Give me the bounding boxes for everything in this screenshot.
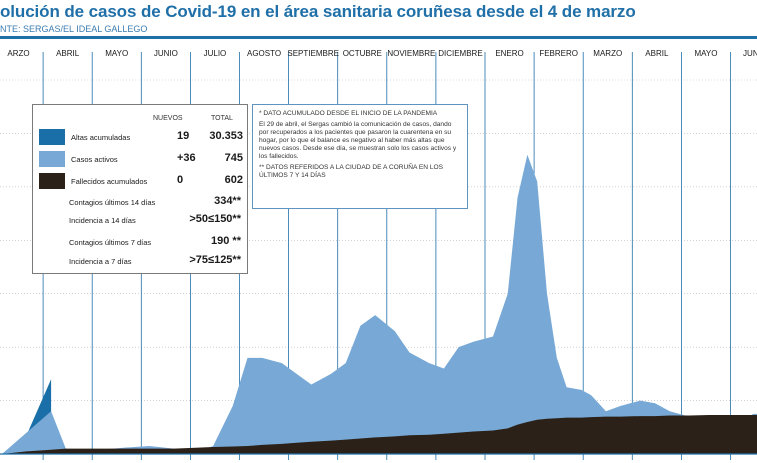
legend-label: Fallecidos acumulados: [71, 177, 148, 186]
legend-col-new: NUEVOS: [153, 115, 183, 122]
annotation-box: * DATO ACUMULADO DESDE EL INICIO DE LA P…: [252, 104, 468, 209]
legend-line-value: >75≤125**: [189, 254, 241, 266]
swatch-activos: [39, 151, 65, 167]
legend-line-value: 190 **: [211, 235, 241, 247]
month-label: JULIO: [204, 49, 227, 58]
legend-new: 0: [177, 174, 184, 186]
month-label: SEPTIEMBRE: [287, 49, 339, 58]
month-label: ABRIL: [56, 49, 80, 58]
title-rule: [0, 36, 757, 39]
legend-line-label: Incidencia a 14 días: [69, 216, 136, 225]
legend-new: +36: [177, 152, 196, 164]
legend-line-incidencia-14: Incidencia a 14 días >50≤150**: [69, 213, 241, 227]
month-label: ABRIL: [645, 49, 669, 58]
series-area-2: [2, 414, 757, 454]
legend-total: 602: [224, 174, 243, 186]
legend-label: Casos activos: [71, 155, 118, 164]
month-label: FEBRERO: [539, 49, 578, 58]
note-heading: * DATO ACUMULADO DESDE EL INICIO DE LA P…: [259, 110, 438, 117]
legend-line-value: >50≤150**: [189, 213, 241, 225]
legend-col-total: TOTAL: [211, 115, 233, 122]
month-label: JUNIO: [743, 49, 757, 58]
legend-row-activos: Casos activos +36 745: [39, 151, 243, 167]
legend-line-value: 334**: [214, 195, 241, 207]
month-label: OCTUBRE: [343, 49, 382, 58]
month-label: ARZO: [7, 49, 29, 58]
legend-total: 745: [224, 152, 243, 164]
note-footnote: ** DATOS REFERIDOS A LA CIUDAD DE A CORU…: [259, 164, 444, 179]
month-label: MAYO: [694, 49, 717, 58]
legend-line-contagios-14: Contagios últimos 14 días 334**: [69, 195, 241, 209]
legend-new: 19: [177, 130, 190, 142]
legend-label: Altas acumuladas: [71, 133, 131, 142]
legend-line-incidencia-7: Incidencia a 7 días >75≤125**: [69, 254, 241, 268]
month-label: MARZO: [593, 49, 622, 58]
legend-line-label: Contagios últimos 14 días: [69, 198, 156, 207]
legend-line-label: Incidencia a 7 días: [69, 257, 132, 266]
month-label: DICIEMBRE: [438, 49, 482, 58]
chart-title: olución de casos de Covid-19 en el área …: [0, 2, 636, 21]
month-label: NOVIEMBRE: [387, 49, 435, 58]
month-label: AGOSTO: [247, 49, 281, 58]
legend-box: NUEVOS TOTAL Altas acumuladas 19 30.353 …: [32, 104, 248, 274]
swatch-fallecidos: [39, 173, 65, 189]
legend-total: 30.353: [209, 130, 243, 142]
legend-row-altas: Altas acumuladas 19 30.353: [39, 129, 243, 145]
legend-line-contagios-7: Contagios últimos 7 días 190 **: [69, 235, 241, 249]
month-label: ENERO: [495, 49, 523, 58]
legend-line-label: Contagios últimos 7 días: [69, 238, 152, 247]
swatch-altas: [39, 129, 65, 145]
chart-source: NTE: SERGAS/EL IDEAL GALLEGO: [0, 24, 148, 34]
note-body: El 29 de abril, el Sergas cambió la comu…: [259, 121, 457, 160]
legend-row-fallecidos: Fallecidos acumulados 0 602: [39, 173, 243, 189]
month-label: JUNIO: [154, 49, 178, 58]
month-label: MAYO: [105, 49, 128, 58]
